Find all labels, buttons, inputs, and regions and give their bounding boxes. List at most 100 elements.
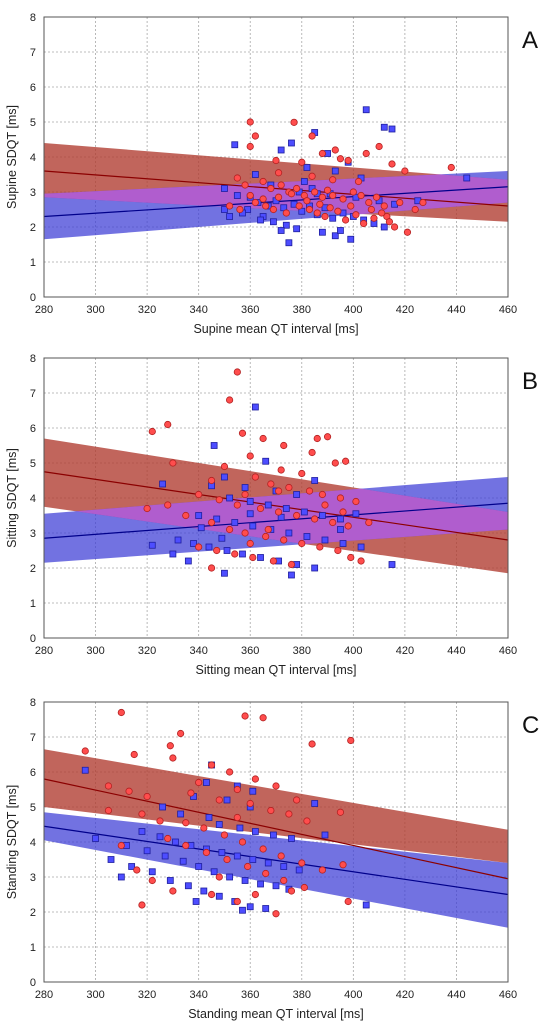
data-point	[104, 782, 113, 790]
data-point	[159, 803, 166, 811]
data-point	[246, 539, 254, 548]
data-point	[280, 536, 288, 544]
y-tick-label: 1	[30, 598, 36, 610]
data-point	[293, 796, 301, 804]
data-point	[293, 511, 301, 520]
data-point	[318, 512, 326, 519]
data-point	[177, 729, 185, 738]
data-point	[357, 191, 365, 200]
data-point	[285, 529, 293, 537]
data-point	[295, 202, 303, 210]
data-point	[280, 863, 288, 870]
data-point	[251, 198, 259, 207]
data-point	[138, 901, 146, 909]
data-point	[259, 714, 267, 722]
data-point	[447, 163, 455, 172]
data-point	[241, 490, 249, 499]
data-point	[329, 518, 337, 527]
data-point	[233, 897, 241, 906]
data-point	[205, 814, 213, 821]
data-point	[200, 824, 208, 832]
data-point	[104, 806, 113, 815]
data-point	[259, 195, 267, 203]
confidence-band	[44, 749, 508, 863]
data-point	[257, 880, 264, 888]
data-point	[321, 212, 329, 221]
data-point	[267, 480, 275, 488]
data-point	[148, 427, 156, 436]
data-point	[277, 227, 285, 234]
data-point	[215, 821, 223, 828]
data-point	[207, 476, 216, 485]
data-point	[362, 106, 370, 114]
data-point	[164, 501, 172, 509]
data-point	[246, 142, 254, 151]
data-point	[347, 553, 355, 562]
data-point	[187, 789, 195, 797]
data-point	[337, 227, 344, 234]
panel-letter: C	[522, 712, 539, 739]
data-point	[331, 232, 339, 240]
data-point	[249, 856, 257, 863]
data-point	[305, 205, 314, 214]
data-point	[215, 873, 223, 881]
data-point	[259, 434, 267, 443]
data-point	[205, 543, 213, 551]
data-point	[339, 540, 347, 547]
data-point	[280, 441, 288, 450]
x-tick-label: 400	[344, 304, 362, 316]
y-axis-title: Sitting SDQT [ms]	[5, 448, 19, 548]
data-point	[246, 903, 254, 911]
data-point	[352, 211, 360, 219]
data-point	[241, 484, 249, 491]
data-point	[270, 218, 277, 226]
data-point	[218, 534, 226, 542]
data-point	[238, 429, 247, 437]
data-point	[285, 483, 293, 492]
x-tick-label: 300	[86, 989, 104, 1001]
data-point	[316, 200, 324, 208]
data-point	[223, 547, 231, 554]
y-tick-label: 7	[30, 47, 36, 59]
data-point	[210, 868, 218, 876]
data-point	[380, 223, 388, 231]
data-point	[184, 557, 192, 565]
data-point	[305, 487, 314, 495]
data-point	[249, 787, 257, 795]
data-point	[385, 218, 394, 226]
data-point	[233, 852, 241, 860]
data-point	[334, 207, 342, 215]
data-point	[207, 761, 216, 769]
data-point	[357, 543, 365, 551]
y-tick-label: 3	[30, 528, 36, 540]
data-point	[274, 169, 283, 177]
data-point	[241, 877, 249, 884]
y-tick-label: 6	[30, 82, 36, 94]
data-point	[207, 890, 216, 899]
data-point	[195, 543, 203, 551]
data-point	[329, 191, 337, 200]
data-point	[293, 491, 301, 498]
data-point	[349, 188, 357, 196]
data-point	[200, 887, 208, 895]
data-point	[202, 848, 210, 857]
data-point	[223, 796, 231, 804]
data-point	[246, 191, 254, 200]
panel-letter: A	[522, 27, 538, 54]
data-point	[370, 214, 378, 222]
data-point	[308, 172, 316, 180]
x-tick-label: 280	[35, 645, 53, 657]
plot-frame	[43, 357, 509, 639]
plot-frame	[43, 16, 509, 298]
data-point	[251, 171, 259, 178]
x-tick-label: 280	[35, 304, 53, 316]
data-point	[197, 524, 205, 532]
data-point	[226, 494, 234, 502]
data-point	[290, 118, 298, 126]
data-point	[269, 205, 278, 214]
data-point	[226, 525, 234, 534]
data-point	[259, 845, 267, 853]
data-point	[262, 532, 270, 541]
data-point	[321, 831, 329, 839]
data-point	[463, 174, 471, 182]
